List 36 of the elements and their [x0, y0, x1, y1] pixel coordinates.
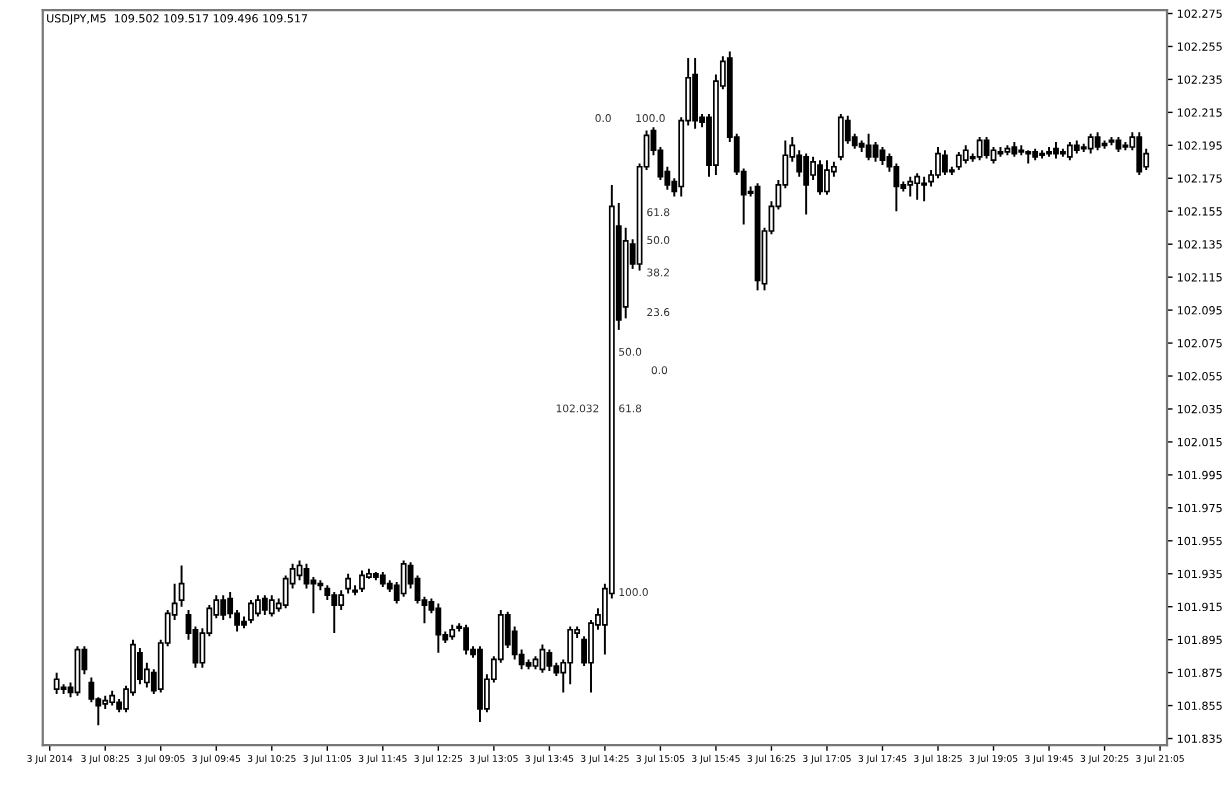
candlestick [463, 623, 470, 656]
candlestick [254, 594, 261, 618]
candlestick [692, 57, 699, 130]
candlestick [220, 594, 227, 621]
candlestick [865, 132, 872, 162]
candlestick [935, 146, 941, 180]
candlestick [546, 648, 553, 672]
candlestick [942, 149, 948, 176]
candlestick [879, 146, 886, 167]
candlestick [331, 590, 338, 635]
candlestick [803, 152, 810, 216]
candlestick [400, 559, 407, 598]
candlestick [824, 159, 830, 196]
candlestick [837, 113, 844, 162]
candlestick [137, 646, 143, 686]
candlestick [914, 172, 921, 201]
candlestick [893, 162, 900, 213]
candlestick [955, 150, 962, 172]
candlestick [359, 569, 365, 593]
candlestick [1094, 131, 1101, 152]
candlestick [1066, 141, 1073, 162]
candlestick [567, 625, 574, 686]
candlestick [268, 594, 275, 618]
candlestick [435, 602, 442, 654]
candlestick [248, 599, 254, 625]
candlestick [962, 144, 969, 165]
candlestick [345, 572, 352, 595]
candlestick [1136, 131, 1143, 176]
candlestick [261, 594, 268, 616]
candlestick [1087, 132, 1094, 155]
candlestick [338, 589, 345, 611]
candlestick [921, 175, 928, 203]
candlestick [976, 136, 983, 162]
candlestick [817, 159, 823, 196]
candlestick [53, 671, 60, 696]
candlestick [907, 175, 914, 198]
